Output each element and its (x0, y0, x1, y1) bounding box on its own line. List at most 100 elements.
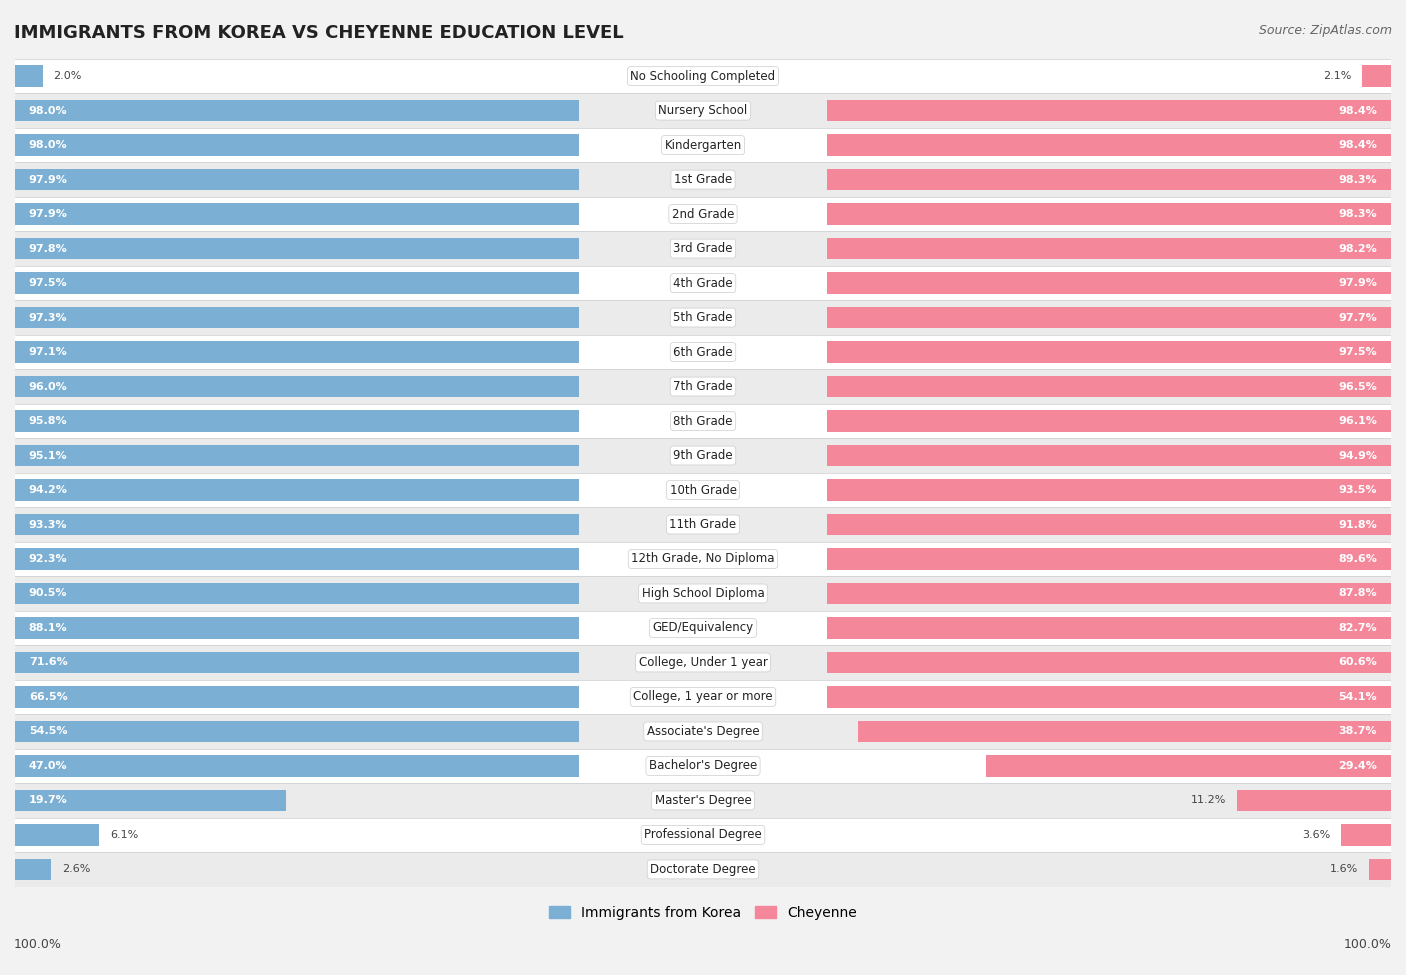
Bar (15, 410, 579, 432)
Bar (15, 480, 579, 501)
Bar (15, 473, 1391, 507)
Text: IMMIGRANTS FROM KOREA VS CHEYENNE EDUCATION LEVEL: IMMIGRANTS FROM KOREA VS CHEYENNE EDUCAT… (14, 24, 624, 42)
Text: College, Under 1 year: College, Under 1 year (638, 656, 768, 669)
Bar (827, 238, 1391, 259)
Text: Professional Degree: Professional Degree (644, 829, 762, 841)
Text: Nursery School: Nursery School (658, 104, 748, 117)
Text: 3.6%: 3.6% (1302, 830, 1330, 839)
Bar (15, 163, 1391, 197)
Text: 2.1%: 2.1% (1323, 71, 1351, 81)
Bar (859, 721, 1391, 742)
Bar (827, 272, 1391, 293)
Bar (15, 375, 579, 397)
Bar (15, 756, 579, 777)
Bar (827, 307, 1391, 329)
Text: 54.1%: 54.1% (1339, 692, 1378, 702)
Text: 90.5%: 90.5% (28, 589, 67, 599)
Bar (15, 169, 579, 190)
Text: 98.4%: 98.4% (1339, 105, 1378, 116)
Bar (15, 721, 579, 742)
Text: 11.2%: 11.2% (1191, 796, 1226, 805)
Bar (15, 58, 1391, 94)
Bar (15, 307, 579, 329)
Text: 95.8%: 95.8% (28, 416, 67, 426)
Bar (15, 272, 579, 293)
Bar (15, 341, 579, 363)
Bar (827, 169, 1391, 190)
Text: 98.4%: 98.4% (1339, 140, 1378, 150)
Text: 3rd Grade: 3rd Grade (673, 242, 733, 255)
Bar (15, 128, 1391, 163)
Text: 2.6%: 2.6% (62, 865, 90, 875)
Bar (15, 610, 1391, 645)
Text: 98.0%: 98.0% (28, 105, 67, 116)
Text: Associate's Degree: Associate's Degree (647, 725, 759, 738)
Bar (15, 686, 579, 708)
Text: 98.3%: 98.3% (1339, 175, 1378, 184)
Text: 2nd Grade: 2nd Grade (672, 208, 734, 220)
Text: 98.3%: 98.3% (1339, 209, 1378, 219)
Text: 29.4%: 29.4% (1339, 760, 1378, 771)
Text: 1.6%: 1.6% (1330, 865, 1358, 875)
Bar (15, 238, 579, 259)
Bar (15, 439, 1391, 473)
Text: 98.0%: 98.0% (28, 140, 67, 150)
Text: 97.9%: 97.9% (28, 209, 67, 219)
Text: 96.1%: 96.1% (1339, 416, 1378, 426)
Text: 97.5%: 97.5% (1339, 347, 1378, 357)
Text: 66.5%: 66.5% (28, 692, 67, 702)
Bar (15, 197, 1391, 231)
Bar (15, 651, 579, 673)
Text: Kindergarten: Kindergarten (665, 138, 741, 151)
Bar (15, 266, 1391, 300)
Text: 19.7%: 19.7% (28, 796, 67, 805)
Text: 97.8%: 97.8% (28, 244, 67, 254)
Text: 4th Grade: 4th Grade (673, 277, 733, 290)
Bar (15, 790, 285, 811)
Bar (15, 334, 1391, 370)
Text: 47.0%: 47.0% (28, 760, 67, 771)
Text: 97.3%: 97.3% (28, 313, 67, 323)
Bar (15, 859, 51, 880)
Bar (15, 514, 579, 535)
Text: GED/Equivalency: GED/Equivalency (652, 621, 754, 635)
Text: 97.1%: 97.1% (28, 347, 67, 357)
Text: 94.2%: 94.2% (28, 485, 67, 495)
Text: 96.5%: 96.5% (1339, 381, 1378, 392)
Legend: Immigrants from Korea, Cheyenne: Immigrants from Korea, Cheyenne (544, 900, 862, 925)
Text: 6th Grade: 6th Grade (673, 345, 733, 359)
Text: 54.5%: 54.5% (28, 726, 67, 736)
Text: 60.6%: 60.6% (1339, 657, 1378, 668)
Text: No Schooling Completed: No Schooling Completed (630, 69, 776, 83)
Text: 1st Grade: 1st Grade (673, 174, 733, 186)
Bar (15, 818, 1391, 852)
Bar (15, 852, 1391, 886)
Bar (15, 99, 579, 121)
Bar (15, 445, 579, 466)
Text: Master's Degree: Master's Degree (655, 794, 751, 807)
Bar (1369, 859, 1391, 880)
Bar (15, 94, 1391, 128)
Text: 93.3%: 93.3% (28, 520, 67, 529)
Bar (15, 542, 1391, 576)
Bar (827, 410, 1391, 432)
Bar (15, 824, 98, 845)
Bar (987, 756, 1391, 777)
Text: 100.0%: 100.0% (14, 938, 62, 951)
Bar (15, 65, 42, 87)
Text: 10th Grade: 10th Grade (669, 484, 737, 496)
Bar (15, 783, 1391, 818)
Bar (15, 231, 1391, 266)
Bar (15, 404, 1391, 439)
Bar (827, 99, 1391, 121)
Bar (827, 135, 1391, 156)
Text: 5th Grade: 5th Grade (673, 311, 733, 324)
Text: 93.5%: 93.5% (1339, 485, 1378, 495)
Bar (15, 548, 579, 569)
Bar (827, 651, 1391, 673)
Bar (15, 617, 579, 639)
Bar (15, 583, 579, 604)
Bar (827, 480, 1391, 501)
Text: 82.7%: 82.7% (1339, 623, 1378, 633)
Text: 97.5%: 97.5% (28, 278, 67, 288)
